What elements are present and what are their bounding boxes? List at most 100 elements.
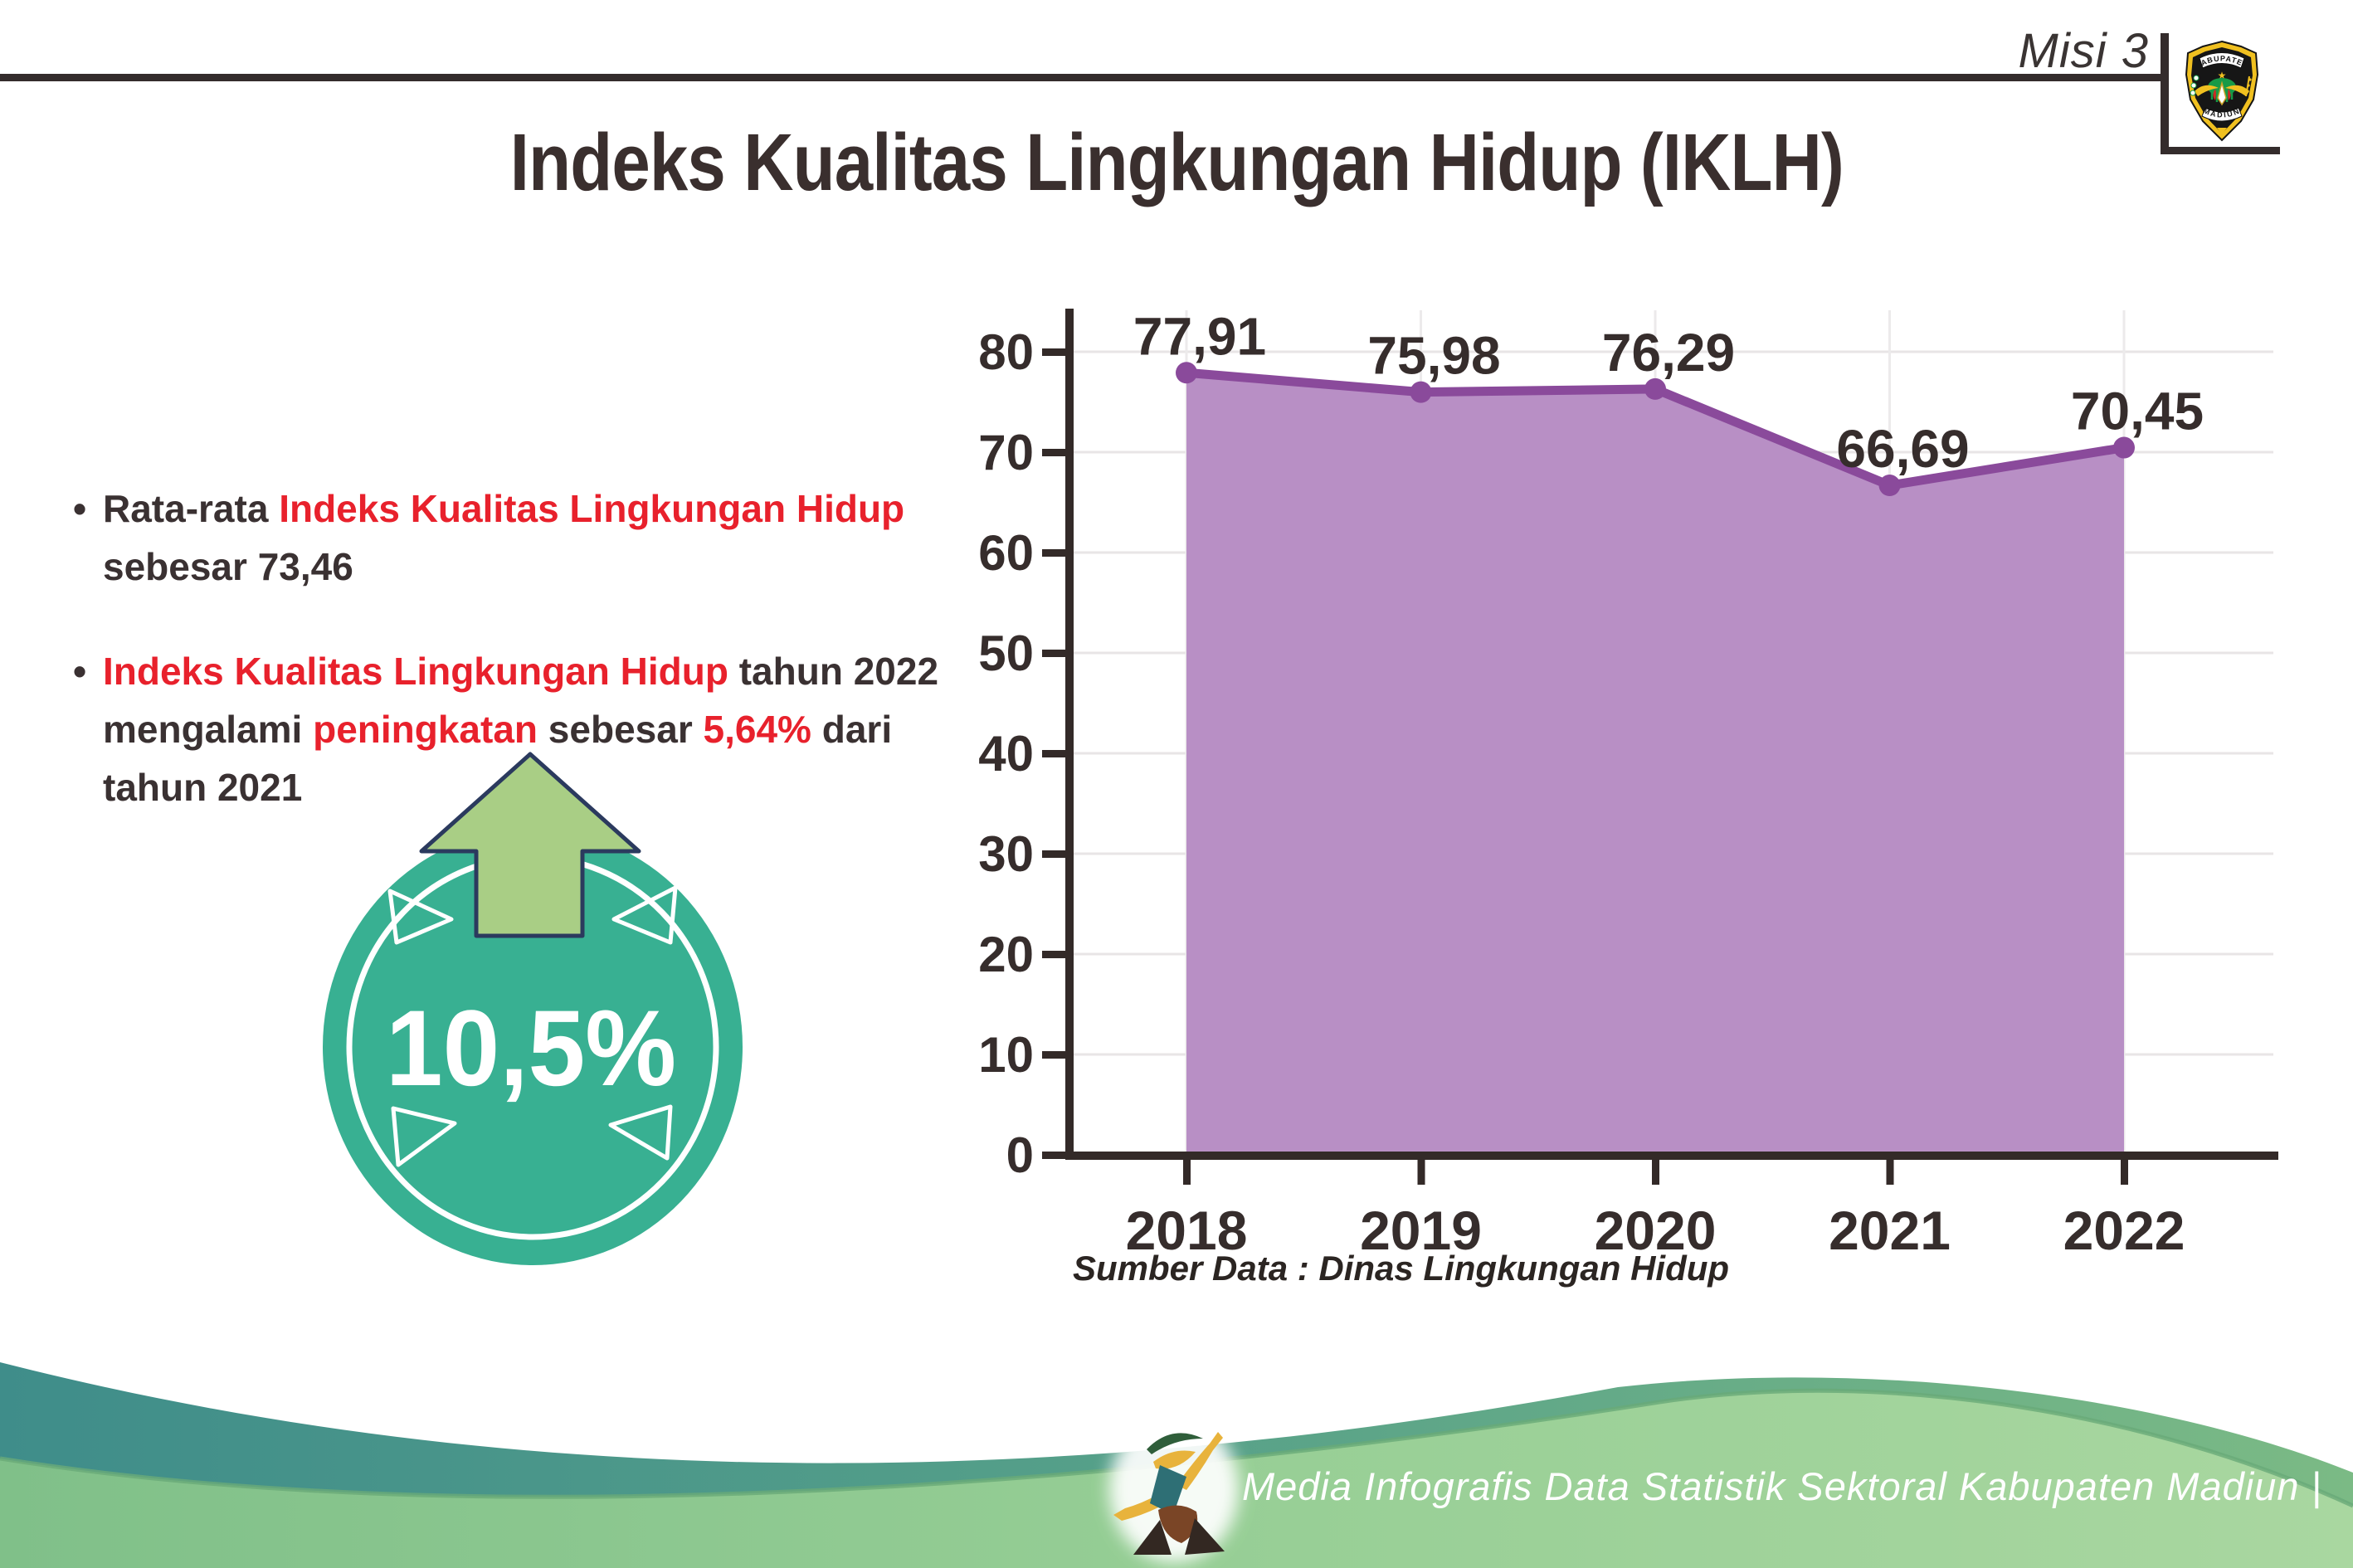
page-title: Indeks Kualitas Lingkungan Hidup (IKLH) — [0, 116, 2353, 209]
y-tick-label: 40 — [978, 726, 1034, 782]
bullet-line: sebesar 73,46 — [103, 538, 1039, 596]
burst-triangle — [391, 1106, 457, 1167]
x-tick-label: 2022 — [2063, 1200, 2185, 1261]
badge-circle — [323, 829, 743, 1265]
data-point — [2113, 436, 2135, 459]
cotton-boll — [2193, 75, 2200, 81]
x-tick-label: 2020 — [1595, 1200, 1717, 1261]
bottom-ornament — [2217, 128, 2227, 134]
iklh-area-chart: 0 10 20 30 40 50 60 70 80 2018 2019 2020 2021 2022 77,… — [978, 306, 2278, 1261]
right-wing — [2225, 85, 2249, 96]
y-tick — [1042, 1051, 1070, 1059]
mission-label: Misi 3 — [2018, 24, 2149, 78]
y-tick — [1042, 549, 1070, 557]
bottom-banner — [2201, 107, 2243, 122]
x-tick — [1652, 1160, 1659, 1185]
burst-triangle — [608, 1104, 673, 1161]
burst-triangle — [611, 885, 678, 945]
y-tick-label: 80 — [978, 324, 1034, 380]
dancer-mascot-icon — [1109, 1416, 1239, 1562]
bullet-dot-icon: • — [73, 487, 87, 530]
value-label: 76,29 — [1602, 323, 1735, 382]
mascot-face — [1153, 1450, 1196, 1469]
rice-grain — [2248, 78, 2252, 81]
mascot-raised-arm — [1176, 1432, 1223, 1490]
badge-value: 10,5% — [386, 987, 676, 1108]
mascot-cap — [1147, 1433, 1203, 1454]
bullet-line: • Indeks Kualitas Lingkungan Hidup tahun … — [73, 642, 1039, 700]
area-fill — [1186, 373, 2124, 1155]
bullet-text-segment: dari — [811, 708, 893, 751]
logo-frame-horizontal-line — [2161, 147, 2280, 154]
burst-triangle — [387, 889, 454, 945]
bullet-line: mengalami peningkatan sebesar 5,64% dari — [103, 700, 1039, 758]
y-tick-label: 70 — [978, 425, 1034, 480]
y-tick — [1042, 951, 1070, 958]
y-tick — [1042, 1152, 1070, 1159]
bullet-line: • Rata-rata Indeks Kualitas Lingkungan Hi… — [73, 480, 1039, 538]
kabupaten-madiun-logo-icon: KABUPATEN ★ MADIUN — [2180, 40, 2259, 142]
y-tick-label: 60 — [978, 525, 1034, 581]
y-tick-label: 10 — [978, 1027, 1034, 1083]
spear-icon — [2217, 80, 2227, 106]
bullet-text-segment: 5,64% — [703, 708, 811, 751]
bullet-text-segment: mengalami — [103, 708, 314, 751]
data-point — [1176, 362, 1197, 384]
x-tick — [2121, 1160, 2128, 1185]
x-tick — [1886, 1160, 1894, 1185]
y-tick-label: 20 — [978, 927, 1034, 982]
chart-source-note: Sumber Data : Dinas Lingkungan Hidup — [1073, 1249, 1730, 1288]
mascot-sash — [1150, 1465, 1186, 1515]
y-axis-line — [1065, 309, 1074, 1160]
bullet-text-segment: tahun 2021 — [103, 766, 303, 809]
mascot-right-leg — [1185, 1518, 1225, 1555]
value-label: 70,45 — [2071, 382, 2204, 441]
value-label: 66,69 — [1836, 419, 1969, 479]
y-tick — [1042, 650, 1070, 657]
bullet-text-segment: Rata-rata — [103, 487, 280, 530]
bullet-dot-icon: • — [73, 650, 87, 693]
y-tick — [1042, 449, 1070, 456]
red-flame-right — [2228, 89, 2231, 100]
mascot-left-leg — [1133, 1520, 1172, 1555]
value-label: 77,91 — [1133, 306, 1266, 366]
up-arrow-icon — [419, 752, 641, 938]
bullet-item: • Rata-rata Indeks Kualitas Lingkungan Hi… — [73, 480, 1039, 596]
x-tick-label: 2019 — [1360, 1200, 1482, 1261]
rice-grain — [2246, 90, 2249, 93]
y-tick-label: 50 — [978, 626, 1034, 681]
data-point — [1878, 475, 1901, 497]
cotton-boll — [2190, 90, 2196, 96]
increase-badge: 10,5% — [323, 752, 743, 1265]
y-tick — [1042, 750, 1070, 757]
bullet-text-segment: Indeks Kualitas Lingkungan Hidup — [103, 650, 728, 693]
x-tick-label: 2021 — [1829, 1200, 1951, 1261]
red-flame-left — [2213, 89, 2216, 100]
bullet-item: • Indeks Kualitas Lingkungan Hidup tahun … — [73, 642, 1039, 816]
x-tick — [1417, 1160, 1425, 1185]
bullet-text-segment: sebesar 73,46 — [103, 545, 353, 588]
y-tick — [1042, 348, 1070, 356]
bullet-text-segment: tahun 2022 — [728, 650, 939, 693]
top-divider-line — [0, 74, 2162, 81]
top-banner — [2199, 52, 2245, 69]
front-wave-edge — [0, 1388, 2353, 1508]
bullet-text-segment: Indeks Kualitas Lingkungan Hidup — [279, 487, 905, 530]
x-tick — [1183, 1160, 1191, 1185]
logo-bottom-text: MADIUN — [2202, 106, 2242, 119]
mascot-skirt — [1158, 1505, 1198, 1543]
data-point — [1644, 377, 1666, 400]
y-tick — [1042, 850, 1070, 858]
left-wing — [2195, 85, 2219, 96]
logo-frame-vertical-line — [2161, 33, 2169, 154]
value-label: 75,98 — [1367, 326, 1500, 386]
footer-waves — [0, 1362, 2353, 1568]
bullet-line: tahun 2021 — [103, 758, 1039, 816]
bullet-text-segment: peningkatan — [313, 708, 538, 751]
data-point — [1410, 381, 1432, 403]
footer-credit: Media Infografis Data Statistik Sektoral… — [1242, 1464, 2322, 1508]
rice-grain — [2247, 84, 2250, 87]
cotton-boll — [2190, 82, 2197, 89]
x-axis-line — [1065, 1152, 2278, 1160]
